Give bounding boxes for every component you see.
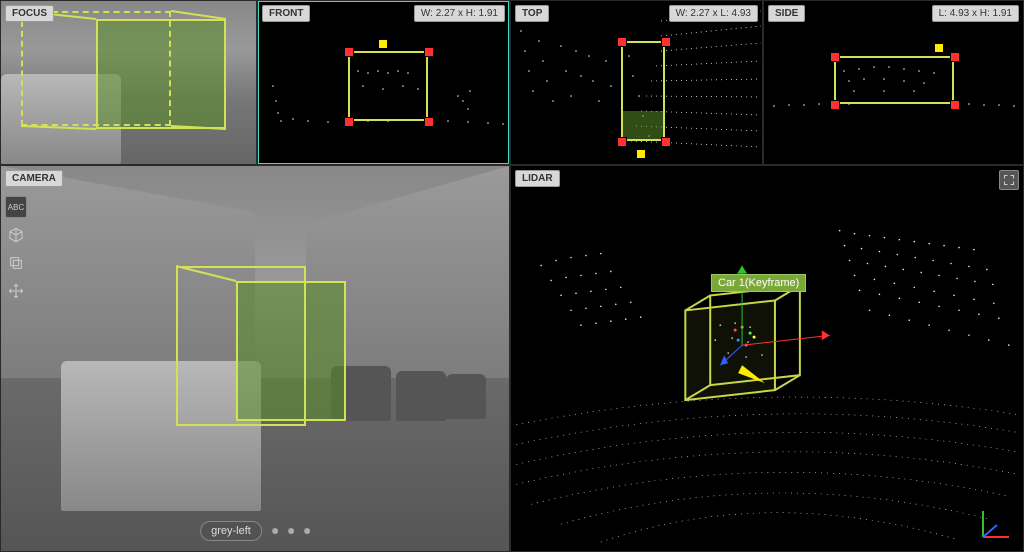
top-panel[interactable]: TOP W: 2.27 x L: 4.93 — [510, 0, 763, 165]
top-rotation-handle[interactable] — [636, 149, 646, 159]
cube-tool-button[interactable] — [5, 224, 27, 246]
front-pointcloud — [258, 1, 509, 164]
side-panel[interactable]: SIDE L: 4.93 x H: 1.91 — [763, 0, 1024, 165]
front-label: FRONT — [262, 5, 310, 22]
pager-dot[interactable] — [288, 528, 294, 534]
focus-image — [1, 1, 256, 164]
camera-image — [1, 166, 509, 551]
fullscreen-button[interactable] — [999, 170, 1019, 190]
lidar-pointcloud — [511, 166, 1023, 551]
side-rotation-handle[interactable] — [934, 43, 944, 53]
top-label: TOP — [515, 5, 549, 22]
camera-panel[interactable]: CAMERA ABC grey-left — [0, 165, 510, 552]
side-label: SIDE — [768, 5, 805, 22]
top-handle-bl[interactable] — [617, 137, 627, 147]
front-dims: W: 2.27 x H: 1.91 — [414, 5, 505, 22]
camera-label: CAMERA — [5, 170, 63, 187]
camera-selector: grey-left — [200, 521, 310, 541]
camera-toolbar: ABC — [5, 196, 27, 302]
top-dims: W: 2.27 x L: 4.93 — [669, 5, 758, 22]
move-tool-button[interactable] — [5, 280, 27, 302]
axis-widget-icon — [975, 503, 1017, 545]
focus-label: FOCUS — [5, 5, 54, 22]
front-handle-tr[interactable] — [424, 47, 434, 57]
front-rotation-handle[interactable] — [378, 39, 388, 49]
side-handle-bl[interactable] — [830, 100, 840, 110]
pager-dot[interactable] — [272, 528, 278, 534]
lidar-panel[interactable]: LIDAR — [510, 165, 1024, 552]
front-handle-bl[interactable] — [344, 117, 354, 127]
copy-tool-button[interactable] — [5, 252, 27, 274]
pager-dot[interactable] — [304, 528, 310, 534]
lidar-label: LIDAR — [515, 170, 560, 187]
top-handle-tr[interactable] — [661, 37, 671, 47]
side-handle-tl[interactable] — [830, 52, 840, 62]
front-panel[interactable]: FRONT W: 2.27 x H: 1.91 — [257, 0, 510, 165]
front-handle-br[interactable] — [424, 117, 434, 127]
side-handle-tr[interactable] — [950, 52, 960, 62]
top-handle-br[interactable] — [661, 137, 671, 147]
top-handle-tl[interactable] — [617, 37, 627, 47]
front-handle-tl[interactable] — [344, 47, 354, 57]
toggle-labels-button[interactable]: ABC — [5, 196, 27, 218]
side-pointcloud — [764, 1, 1023, 164]
object-label[interactable]: Car 1(Keyframe) — [711, 274, 806, 292]
focus-panel: FOCUS — [0, 0, 257, 165]
camera-selector-label[interactable]: grey-left — [200, 521, 262, 541]
side-dims: L: 4.93 x H: 1.91 — [932, 5, 1019, 22]
side-handle-br[interactable] — [950, 100, 960, 110]
